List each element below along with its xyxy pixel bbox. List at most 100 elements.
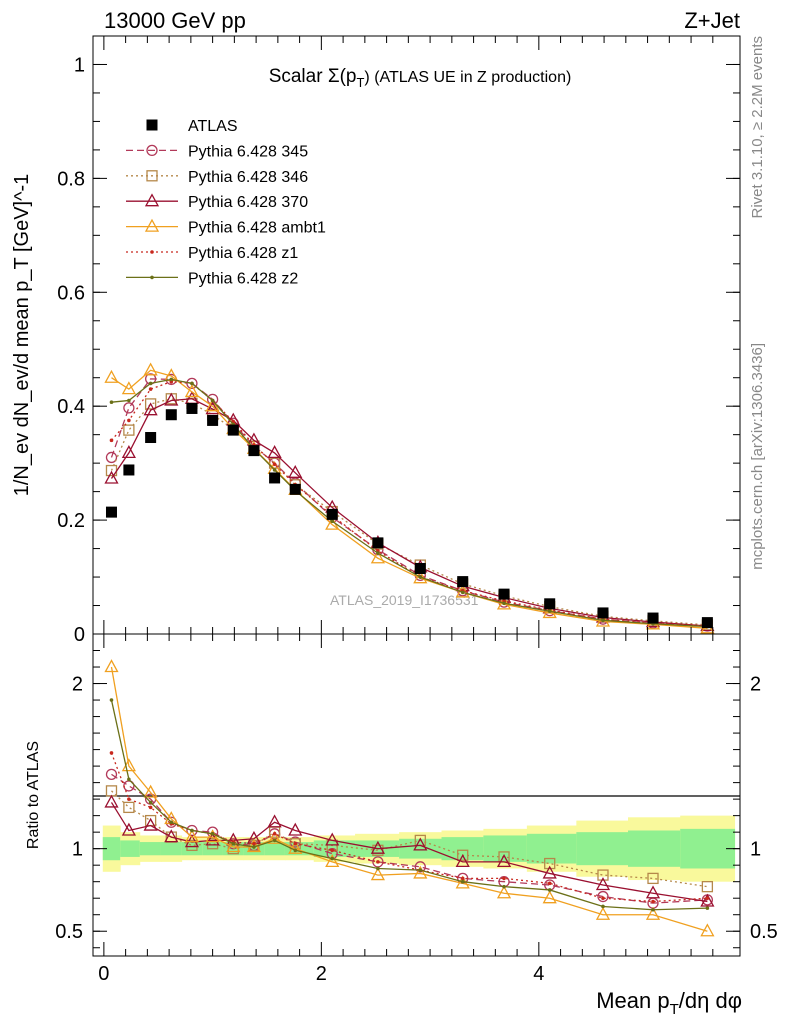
ratio-point-pythia-6-428-z2	[502, 884, 506, 889]
ratio-point-pythia-6-428-370	[700, 893, 715, 907]
main-point-atlas	[498, 588, 510, 600]
main-point-pythia-6-428-z1	[272, 462, 277, 467]
ratio-line-pythia-6-428-370	[110, 802, 708, 903]
main-y-ticks: 0 0.2 0.4 0.6 0.8 1	[57, 54, 740, 646]
legend-label: Pythia 6.428 ambt1	[188, 220, 326, 237]
x-axis-label: Mean pT/dη dφ	[596, 988, 742, 1018]
main-series-pythia-6-428-z1	[109, 379, 710, 628]
ratio-point-pythia-6-428-346	[597, 869, 609, 881]
ratio-point-pythia-6-428-370	[455, 854, 470, 868]
ratio-point-pythia-6-428-ambt1	[595, 906, 611, 920]
mcplots-label: mcplots.cern.ch [arXiv:1306.3436]	[749, 343, 766, 570]
main-point-pythia-6-428-z2	[330, 519, 335, 524]
ratio-point-pythia-6-428-370	[288, 822, 303, 836]
ratio-point-pythia-6-428-z2	[330, 856, 335, 861]
main-point-pythia-6-428-ambt1	[121, 381, 136, 395]
ratio-point-pythia-6-428-z1	[601, 896, 605, 901]
legend-item-pythia-6-428-370: Pythia 6.428 370	[126, 193, 308, 211]
ratio-point-pythia-6-428-z1	[293, 841, 298, 846]
main-point-atlas	[544, 598, 556, 610]
ratio-point-pythia-6-428-370	[645, 885, 661, 899]
ratio-point-pythia-6-428-z1	[127, 797, 131, 801]
main-point-atlas	[207, 414, 219, 426]
main-point-pythia-6-428-ambt1	[184, 384, 200, 398]
ratio-point-pythia-6-428-ambt1	[370, 867, 385, 881]
main-line-pythia-6-428-z1	[110, 381, 708, 627]
ratio-y-axis-label: Ratio to ATLAS	[25, 741, 42, 849]
ratio-point-pythia-6-428-z1	[376, 860, 380, 864]
main-ytick-label: 0.8	[57, 168, 85, 190]
ratio-point-pythia-6-428-370	[121, 822, 136, 836]
ratio-point-pythia-6-428-370	[104, 794, 119, 808]
main-point-pythia-6-428-346	[144, 398, 157, 410]
ratio-point-pythia-6-428-z2	[127, 777, 131, 782]
main-point-atlas	[597, 607, 609, 619]
main-line-pythia-6-428-346	[110, 398, 708, 626]
legend-label: ATLAS	[188, 118, 238, 135]
legend-marker	[144, 193, 160, 207]
ratio-point-pythia-6-428-z1	[460, 876, 465, 881]
main-point-atlas	[457, 576, 469, 588]
ratio-point-pythia-6-428-370	[205, 832, 220, 846]
ratio-point-pythia-6-428-z2	[601, 904, 605, 909]
rivet-version-label: Rivet 3.1.10, ≥ 2.2M events	[749, 36, 766, 219]
legend-item-pythia-6-428-ambt1: Pythia 6.428 ambt1	[126, 218, 326, 237]
ratio-point-pythia-6-428-346	[544, 857, 556, 870]
ratio-point-pythia-6-428-z2	[148, 800, 153, 805]
legend-label: Pythia 6.428 345	[188, 143, 308, 160]
legend-label: Pythia 6.428 z1	[188, 245, 298, 262]
main-panel: ATLAS_2019_I1736531 Scalar Σ(pT) (ATLAS …	[11, 35, 741, 646]
main-point-pythia-6-428-ambt1	[370, 550, 385, 564]
ratio-point-pythia-6-428-ambt1	[542, 890, 557, 904]
main-ytick-label: 1	[74, 54, 85, 76]
ratio-point-pythia-6-428-z2	[293, 848, 298, 853]
ratio-point-pythia-6-428-370	[413, 837, 428, 851]
main-point-pythia-6-428-z1	[148, 387, 153, 391]
legend-label: Pythia 6.428 346	[188, 169, 308, 186]
ratio-band-inner	[441, 837, 484, 861]
ratio-point-pythia-6-428-ambt1	[288, 840, 303, 854]
legend-item-pythia-6-428-346: Pythia 6.428 346	[126, 169, 308, 186]
ratio-point-pythia-6-428-ambt1	[267, 830, 282, 844]
ratio-point-pythia-6-428-z1	[252, 841, 256, 846]
ratio-point-pythia-6-428-370	[267, 814, 282, 828]
xtick-label: 0	[98, 963, 109, 985]
ratio-point-pythia-6-428-z2	[109, 698, 114, 702]
ratio-point-pythia-6-428-ambt1	[325, 854, 340, 868]
ratio-line-pythia-6-428-ambt1	[110, 666, 708, 932]
main-point-pythia-6-428-z1	[127, 418, 131, 423]
x-axis-label-pre: Mean p	[596, 988, 669, 1013]
main-point-pythia-6-428-ambt1	[205, 398, 220, 412]
ratio-ytick-label-right: 1	[750, 839, 761, 861]
ratio-point-pythia-6-428-z1	[148, 805, 153, 810]
main-point-pythia-6-428-z2	[547, 609, 552, 614]
legend-marker	[150, 250, 154, 254]
ratio-point-pythia-6-428-ambt1	[645, 906, 661, 920]
analysis-watermark: ATLAS_2019_I1736531	[330, 592, 479, 608]
ratio-band-inner	[102, 837, 121, 861]
legend-marker	[144, 218, 160, 232]
ratio-point-pythia-6-428-ambt1	[226, 839, 241, 853]
ratio-point-pythia-6-428-z1	[502, 876, 506, 881]
ratio-series-pythia-6-428-370	[104, 794, 715, 907]
process-label: Z+Jet	[684, 8, 740, 33]
energy-label: 13000 GeV pp	[104, 8, 246, 33]
main-point-atlas	[269, 472, 281, 484]
main-point-pythia-6-428-345	[186, 377, 198, 390]
ratio-band-inner	[264, 842, 286, 856]
ratio-band-inner	[627, 830, 681, 867]
ratio-point-pythia-6-428-z2	[210, 832, 215, 836]
main-point-atlas	[289, 483, 301, 495]
ratio-point-pythia-6-428-370	[143, 817, 158, 831]
ratio-band-inner	[576, 832, 629, 866]
ratio-point-pythia-6-428-ambt1	[700, 923, 715, 937]
main-point-pythia-6-428-370	[267, 445, 282, 459]
main-point-pythia-6-428-z1	[109, 438, 114, 443]
main-point-pythia-6-428-370	[143, 402, 158, 416]
main-point-atlas	[227, 424, 239, 436]
main-line-pythia-6-428-345	[110, 378, 708, 627]
ratio-point-pythia-6-428-ambt1	[205, 829, 220, 843]
ratio-ytick-label-right: 2	[750, 674, 761, 696]
ratio-series-group	[104, 659, 715, 937]
legend-label: Pythia 6.428 z2	[188, 270, 298, 287]
